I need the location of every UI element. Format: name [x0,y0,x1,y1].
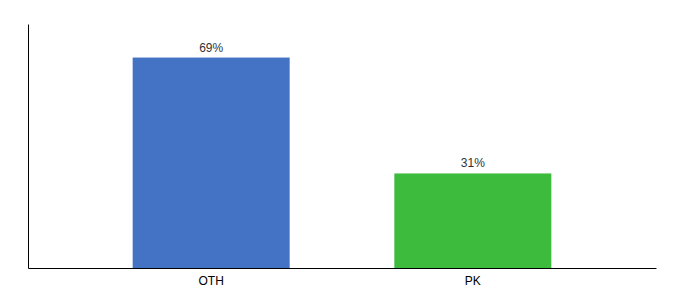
x-tick: PK [465,274,481,288]
plot: OTH PK 69% 31% [29,25,657,288]
x-axis-line [29,268,657,269]
bar [133,58,290,268]
data-label: 69% [199,41,223,55]
chart: OTH PK 69% 31% [0,0,680,300]
data-labels: 69% 31% [199,41,485,171]
bar [394,173,551,268]
y-axis [28,25,29,269]
data-label: 31% [461,156,485,170]
y-axis-line [28,25,29,269]
x-tick-label: OTH [198,274,223,288]
x-axis: OTH PK [29,269,657,288]
bars [133,58,552,268]
x-tick-label: PK [465,274,481,288]
x-tick: OTH [198,274,223,288]
